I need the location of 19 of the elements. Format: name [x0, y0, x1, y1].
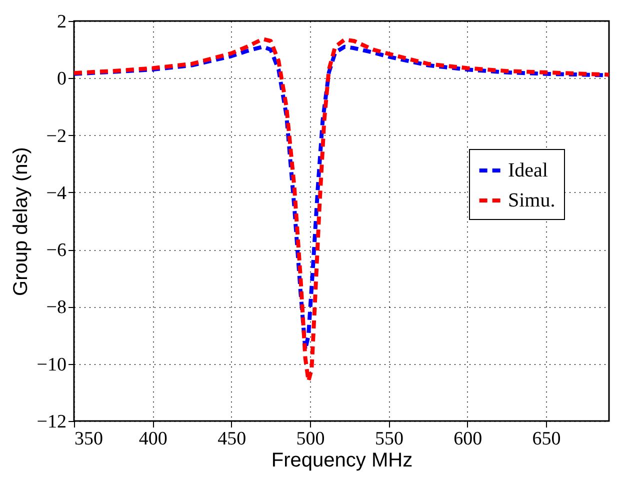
x-axis-title: Frequency MHz: [271, 450, 413, 472]
x-tick-label: 400: [138, 428, 168, 450]
y-tick-label: −4: [46, 182, 67, 204]
y-tick-label: −2: [46, 126, 66, 147]
y-tick-label: 0: [57, 68, 66, 90]
legend-label: Ideal: [508, 160, 548, 182]
y-tick-label: −8: [46, 297, 66, 318]
y-tick-label: −6: [46, 240, 66, 262]
x-tick-label: 650: [532, 428, 561, 450]
x-tick-label: 600: [454, 428, 482, 450]
x-tick-label: 500: [296, 428, 325, 450]
x-tick-label: 550: [374, 428, 404, 450]
y-tick-label: −10: [36, 354, 66, 376]
x-tick-label: 450: [218, 428, 246, 450]
y-axis-title: Group delay (ns): [10, 147, 32, 296]
y-tick-label: 2: [57, 12, 66, 32]
x-tick-label: 350: [74, 428, 103, 450]
y-tick-label: −12: [36, 412, 66, 432]
legend-label: Simu.: [508, 190, 556, 212]
